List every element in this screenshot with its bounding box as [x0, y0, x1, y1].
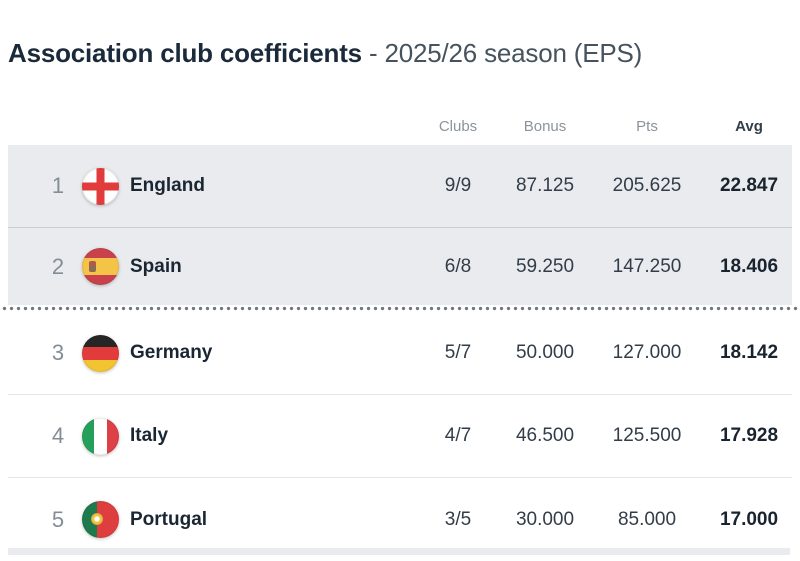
rank-value: 4: [51, 423, 65, 448]
rank-value: 1: [51, 173, 65, 198]
table-row-portugal: 5 Portugal 3/5 30.000 85.000 17.000: [8, 478, 792, 561]
avg-value: 18.142: [719, 342, 779, 363]
pts-value: 147.250: [612, 255, 682, 277]
column-header-clubs[interactable]: Clubs: [438, 118, 478, 135]
italy-flag-icon: [82, 417, 119, 455]
clubs-value: 4/7: [444, 425, 472, 446]
flag-cell: [82, 417, 126, 455]
avg-value: 17.928: [719, 425, 779, 446]
portugal-flag-icon: [82, 501, 119, 538]
pts-value: 85.000: [617, 508, 677, 530]
avg-value: 22.847: [719, 175, 779, 196]
clubs-value: 5/7: [444, 342, 472, 363]
germany-flag-icon: [82, 334, 119, 372]
clubs-value: 9/9: [444, 175, 472, 196]
country-name: Portugal: [130, 508, 208, 530]
table-row-germany: 3 Germany 5/7 50.000 127.000 18.142: [8, 312, 792, 395]
country-name: Italy: [130, 425, 169, 446]
flag-cell: [82, 167, 126, 205]
clubs-value: 3/5: [444, 508, 472, 530]
column-header-avg[interactable]: Avg: [735, 118, 763, 135]
england-flag-icon: [82, 167, 119, 205]
rank-value: 5: [51, 506, 65, 532]
flag-cell: [82, 248, 126, 285]
country-name: England: [130, 175, 205, 196]
bonus-value: 87.125: [515, 175, 575, 196]
bonus-value: 50.000: [515, 342, 575, 363]
country-name: Germany: [130, 342, 213, 363]
table-header-row: Clubs Bonus Pts Avg: [8, 108, 792, 145]
page-title: Association club coefficients - 2025/26 …: [0, 0, 800, 68]
page-title-season-suffix: - 2025/26 season (EPS): [368, 38, 643, 68]
table-row-spain: 2 Spain 6/8 59.250 147.250 18.406: [8, 228, 792, 305]
bonus-value: 59.250: [515, 255, 575, 277]
next-row-partial: [8, 548, 790, 555]
association-coefficients-table: Clubs Bonus Pts Avg 1 England 9/9 87.125…: [0, 108, 800, 561]
page-title-main: Association club coefficients: [8, 38, 362, 68]
clubs-value: 6/8: [444, 255, 472, 277]
column-header-bonus[interactable]: Bonus: [523, 118, 567, 135]
column-header-pts[interactable]: Pts: [636, 118, 658, 135]
pts-value: 127.000: [612, 342, 682, 363]
bonus-value: 46.500: [515, 425, 575, 446]
rank-value: 3: [51, 340, 65, 365]
bonus-value: 30.000: [515, 508, 575, 530]
avg-value: 17.000: [719, 508, 779, 530]
spain-flag-icon: [82, 248, 119, 285]
flag-cell: [82, 501, 126, 538]
eps-qualification-cutoff-line: [0, 305, 800, 312]
rank-value: 2: [51, 253, 65, 279]
avg-value: 18.406: [719, 255, 779, 277]
pts-value: 205.625: [612, 175, 682, 196]
country-name: Spain: [130, 255, 182, 277]
table-row-italy: 4 Italy 4/7 46.500 125.500 17.928: [8, 395, 792, 478]
table-row-england: 1 England 9/9 87.125 205.625 22.847: [8, 145, 792, 228]
pts-value: 125.500: [612, 425, 682, 446]
flag-cell: [82, 334, 126, 372]
